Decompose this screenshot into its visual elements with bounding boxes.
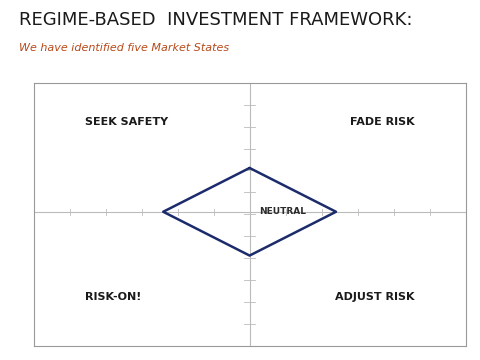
- Text: We have identified five Market States: We have identified five Market States: [19, 43, 229, 53]
- Text: NEUTRAL: NEUTRAL: [259, 207, 306, 216]
- Text: FADE RISK: FADE RISK: [350, 117, 415, 127]
- Text: RISK-ON!: RISK-ON!: [84, 292, 141, 302]
- Text: ADJUST RISK: ADJUST RISK: [335, 292, 415, 302]
- Text: SEEK SAFETY: SEEK SAFETY: [84, 117, 168, 127]
- Text: REGIME-BASED  INVESTMENT FRAMEWORK:: REGIME-BASED INVESTMENT FRAMEWORK:: [19, 11, 413, 29]
